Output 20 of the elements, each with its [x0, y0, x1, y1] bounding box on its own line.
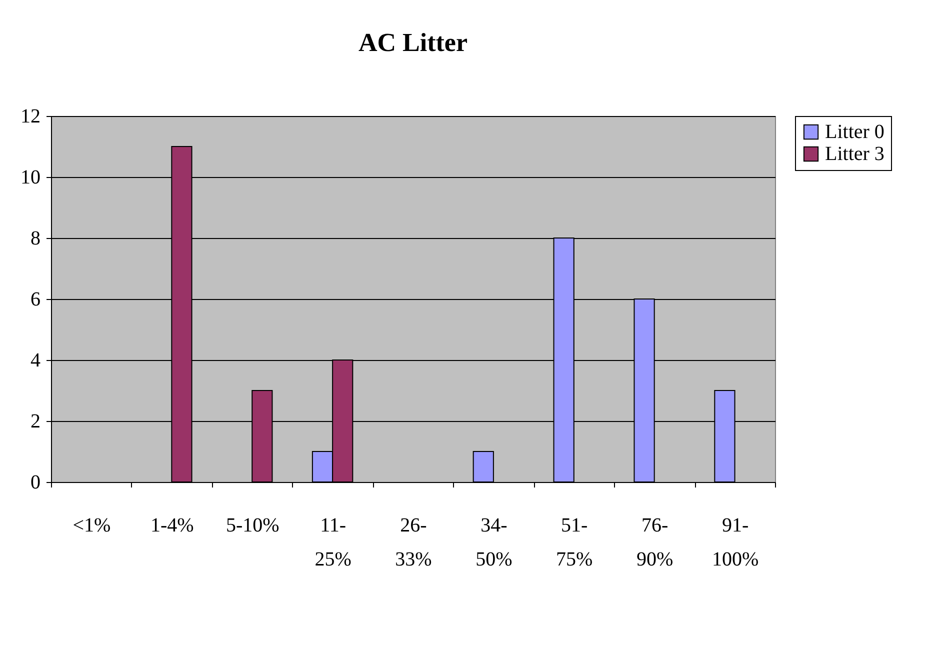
chart-title: AC Litter — [358, 28, 468, 57]
x-tick-label: 91-100% — [712, 514, 759, 570]
y-tick-label: 12 — [20, 106, 40, 128]
x-tick-label: <1% — [72, 514, 111, 536]
x-tick-label: 76-90% — [636, 514, 674, 570]
bar — [472, 451, 494, 482]
legend-label: Litter 3 — [825, 143, 884, 165]
y-tick-label: 2 — [30, 410, 40, 432]
y-tick-label: 4 — [30, 350, 40, 372]
y-tick-label: 8 — [30, 228, 40, 250]
x-tick-label: 5-10% — [226, 514, 280, 536]
y-tick-label: 6 — [30, 288, 40, 310]
x-tick-label: 11-25% — [314, 514, 352, 570]
x-tick-label: 1-4% — [150, 514, 194, 536]
y-tick-label: 10 — [20, 166, 40, 188]
x-tick-label: 26-33% — [395, 514, 432, 570]
x-tick-label: 34-50% — [476, 514, 512, 570]
legend-label: Litter 0 — [825, 121, 884, 143]
y-tick-label: 0 — [30, 472, 40, 494]
x-tick-label: 51-75% — [556, 514, 593, 570]
